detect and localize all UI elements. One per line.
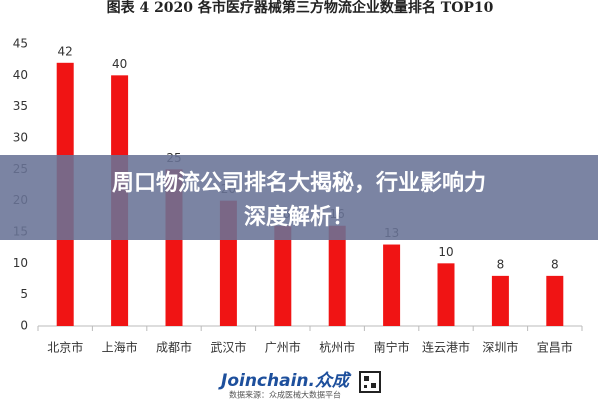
bar: [546, 275, 564, 326]
y-tick-label: 0: [20, 319, 28, 333]
x-tick-label: 广州市: [265, 340, 301, 355]
data-label: 42: [58, 44, 73, 58]
x-tick-label: 宜昌市: [537, 340, 573, 355]
x-tick-label: 成都市: [156, 340, 192, 355]
x-tick-label: 杭州市: [319, 340, 355, 355]
y-tick-label: 5: [20, 287, 28, 301]
y-tick-label: 10: [13, 256, 28, 270]
banner-line: 周口物流公司排名大揭秘，行业影响力: [112, 170, 486, 196]
banner-line: 深度解析！: [244, 204, 354, 230]
bar: [383, 244, 401, 326]
data-label: 8: [551, 257, 559, 271]
y-tick-label: 35: [13, 99, 28, 113]
y-tick-label: 40: [13, 68, 28, 82]
x-tick-label: 连云港市: [422, 340, 470, 355]
footer-logo: Joinchain.众成: [218, 371, 352, 391]
data-label: 10: [438, 245, 453, 259]
bar: [437, 263, 455, 326]
bar: [328, 225, 346, 326]
x-tick-label: 武汉市: [210, 340, 246, 355]
data-label: 8: [497, 257, 505, 271]
footer-source: 数据来源：众成医械大数据平台: [229, 390, 341, 400]
x-tick-label: 北京市: [47, 340, 83, 355]
qr-code: [359, 371, 381, 393]
banner-background: [0, 155, 598, 240]
x-tick-label: 南宁市: [374, 340, 410, 355]
data-label: 40: [112, 57, 127, 71]
x-tick-label: 上海市: [102, 340, 138, 355]
y-tick-label: 30: [13, 131, 28, 145]
bar: [491, 275, 509, 326]
chart-title: 图表 4 2020 各市医疗器械第三方物流企业数量排名 TOP10: [107, 0, 494, 16]
y-tick-label: 45: [13, 37, 28, 51]
bar: [274, 225, 292, 326]
x-tick-label: 深圳市: [482, 340, 518, 355]
